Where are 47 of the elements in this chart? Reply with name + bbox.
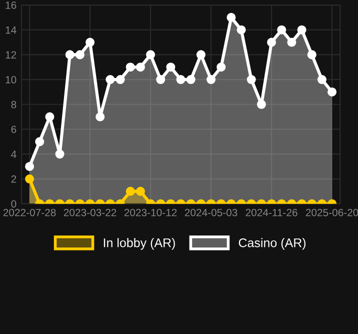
y-tick-label: 12 [6,51,16,58]
point [297,25,306,34]
legend-label: Casino (AR) [238,238,306,250]
point [25,162,34,171]
y-tick-label: 10 [6,76,16,84]
point [236,25,246,34]
point [136,62,145,72]
point [45,112,54,122]
legend-label: In lobby (AR) [104,238,175,250]
point [246,75,256,84]
y-tick-label: 4 [11,150,16,158]
y-tick-label: 2 [11,175,16,183]
x-tick-label: 2024-05-03 [184,208,238,216]
point [75,50,84,60]
x-tick-label: 2023-03-22 [64,208,116,216]
y-tick-label: 16 [6,2,16,9]
point [317,75,326,84]
y-tick-label: 14 [6,26,16,34]
point [328,87,337,96]
x-tick-label: 2023-10-12 [124,208,177,216]
x-tick-label: 2024-11-26 [246,208,298,216]
point [256,100,266,109]
point [176,75,186,84]
point [156,75,166,84]
point [116,75,125,84]
point [166,62,176,72]
y-tick-label: 6 [11,126,16,134]
point [35,137,44,146]
point [226,12,236,22]
point [216,62,226,72]
point [146,50,156,60]
y-tick-label: 0 [11,200,16,208]
y-tick-label: 8 [11,100,16,108]
x-tick-label: 2025-06-20 [306,208,358,216]
x-tick-label: 2022-07-28 [3,208,56,216]
point [267,38,276,47]
point [206,75,216,84]
point [307,50,316,60]
point [277,25,286,34]
point [186,75,196,84]
point [86,38,95,47]
point [196,50,206,60]
point [106,75,115,84]
point [126,62,135,72]
point [96,112,105,122]
point [65,50,74,60]
point [287,38,296,47]
